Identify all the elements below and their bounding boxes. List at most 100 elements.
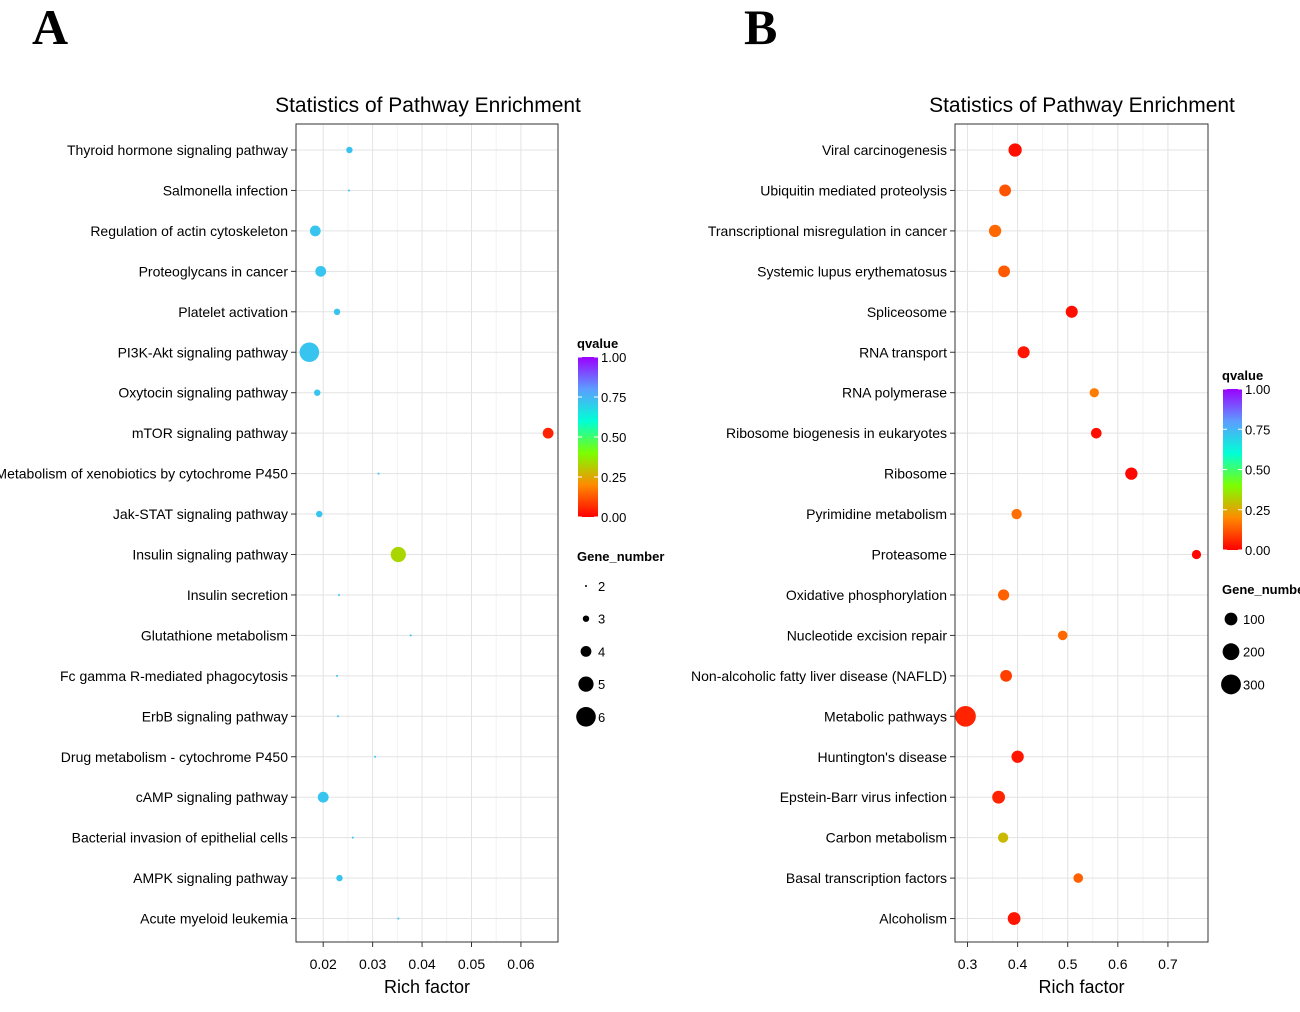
color-legend-title: qvalue (1222, 368, 1263, 383)
category-label: Oxytocin signaling pathway (118, 385, 288, 401)
category-label: Salmonella infection (163, 182, 288, 198)
data-point (988, 224, 1002, 238)
data-point (998, 265, 1010, 278)
data-point (351, 836, 354, 839)
data-point (542, 427, 554, 439)
x-tick-label: 0.3 (958, 956, 978, 972)
data-point (1000, 669, 1012, 682)
data-point (333, 308, 341, 315)
data-point (347, 189, 350, 192)
chart-title: Statistics of Pathway Enrichment (275, 94, 581, 117)
color-legend-label: 1.00 (601, 350, 626, 365)
plot-area (955, 124, 1208, 942)
data-point (337, 715, 340, 718)
category-label: ErbB signaling pathway (142, 708, 288, 724)
color-legend-label: 0.25 (1245, 503, 1270, 518)
category-label: Carbon metabolism (826, 830, 947, 846)
category-label: Transcriptional misregulation in cancer (708, 223, 947, 239)
size-legend-title: Gene_number (577, 549, 664, 564)
data-point (1125, 467, 1138, 480)
x-tick-label: 0.5 (1058, 956, 1078, 972)
color-legend-label: 0.75 (601, 390, 626, 405)
x-tick-label: 0.6 (1108, 956, 1128, 972)
category-label: Ribosome biogenesis in eukaryotes (726, 425, 947, 441)
color-legend-label: 1.00 (1245, 382, 1270, 397)
data-point (409, 634, 412, 637)
data-point (997, 589, 1010, 601)
color-legend-label: 0.50 (1245, 463, 1270, 478)
category-label: Metabolic pathways (824, 708, 947, 724)
data-point (1017, 346, 1030, 359)
category-label: Pyrimidine metabolism (806, 506, 947, 522)
category-label: Metabolism of xenobiotics by cytochrome … (0, 466, 288, 482)
category-label: Spliceosome (867, 304, 947, 320)
data-point (1008, 143, 1022, 157)
data-point (336, 674, 339, 677)
chart-panel-b: Statistics of Pathway Enrichment Viral ca… (691, 94, 1300, 997)
data-point (299, 342, 320, 363)
size-legend-label: 5 (598, 677, 605, 692)
data-point (336, 874, 343, 882)
category-label: Jak-STAT signaling pathway (113, 506, 288, 522)
size-legend-label: 3 (598, 612, 605, 627)
data-point (317, 791, 329, 803)
category-label: Fc gamma R-mediated phagocytosis (60, 668, 288, 684)
size-legend-dot (576, 707, 596, 727)
data-point (1090, 427, 1102, 439)
size-legend-dot (1221, 674, 1241, 695)
size-legend-dot (578, 676, 594, 692)
category-label: Insulin secretion (187, 587, 288, 603)
data-point (1007, 912, 1021, 925)
category-label: Acute myeloid leukemia (140, 911, 288, 927)
data-point (1011, 750, 1024, 763)
panel-letter-b: B (744, 0, 778, 55)
category-label: Ubiquitin mediated proteolysis (760, 182, 947, 198)
color-legend-label: 0.75 (1245, 422, 1270, 437)
size-legend-label: 200 (1243, 645, 1265, 660)
color-legend-bar (1223, 389, 1242, 550)
category-label: cAMP signaling pathway (136, 789, 288, 805)
data-point (374, 755, 377, 758)
data-point (999, 184, 1011, 197)
x-tick-label: 0.04 (408, 956, 435, 972)
data-point (316, 510, 323, 518)
category-label: Proteasome (872, 547, 948, 563)
data-point (346, 146, 353, 154)
category-label: Alcoholism (879, 911, 947, 927)
size-legend-dot (1222, 643, 1240, 661)
data-point (314, 389, 321, 396)
data-point (1089, 388, 1099, 398)
chart-panel-a: Statistics of Pathway Enrichment Thyroid … (0, 94, 664, 997)
category-label: Ribosome (884, 466, 947, 482)
category-label: mTOR signaling pathway (132, 425, 288, 441)
plot-border (954, 123, 1209, 943)
x-tick-label: 0.7 (1158, 956, 1178, 972)
size-legend-dot (1224, 612, 1238, 626)
size-legend-label: 2 (598, 579, 605, 594)
size-legend-label: 4 (598, 644, 605, 659)
category-label: RNA transport (859, 344, 947, 360)
color-legend-label: 0.00 (601, 510, 626, 525)
size-legend-dot (585, 585, 587, 587)
category-label: Epstein-Barr virus infection (780, 789, 947, 805)
category-label: Non-alcoholic fatty liver disease (NAFLD… (691, 668, 947, 684)
data-point (1065, 305, 1078, 318)
data-point (997, 832, 1009, 843)
data-point (1011, 508, 1022, 520)
color-legend-bar (578, 357, 598, 517)
data-point (955, 705, 976, 727)
color-legend-label: 0.25 (601, 470, 626, 485)
category-label: Huntington's disease (817, 749, 947, 765)
size-legend-dot (582, 615, 590, 622)
category-label: RNA polymerase (842, 385, 947, 401)
data-point (377, 472, 380, 475)
category-label: AMPK signaling pathway (133, 870, 288, 886)
color-legend-title: qvalue (577, 336, 618, 351)
category-label: Drug metabolism - cytochrome P450 (61, 749, 288, 765)
size-legend-label: 300 (1243, 677, 1265, 692)
category-label: Nucleotide excision repair (787, 627, 948, 643)
category-label: Thyroid hormone signaling pathway (67, 142, 288, 158)
x-tick-label: 0.4 (1008, 956, 1028, 972)
color-legend-label: 0.00 (1245, 543, 1270, 558)
